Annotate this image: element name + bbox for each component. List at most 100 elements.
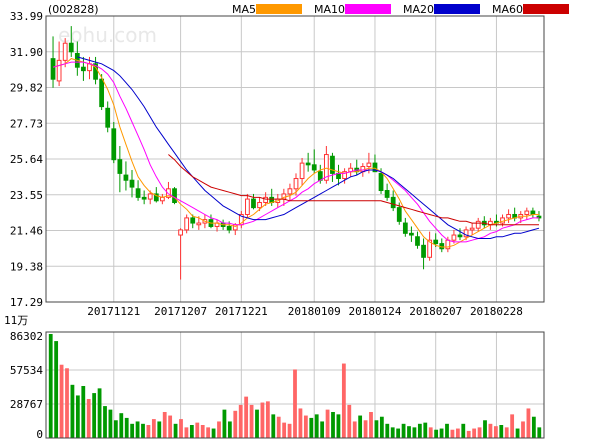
date-tick-label: 20180109 bbox=[288, 305, 341, 318]
candle-body bbox=[111, 128, 117, 161]
candle-body bbox=[251, 198, 256, 209]
price-tick-label: 29.82 bbox=[10, 82, 43, 95]
candle-body bbox=[433, 239, 439, 245]
volume-bar bbox=[92, 393, 97, 438]
volume-bar bbox=[124, 417, 129, 438]
volume-bar bbox=[493, 426, 498, 438]
legend-swatch bbox=[523, 4, 569, 14]
candle-body bbox=[506, 213, 511, 219]
volume-bar bbox=[445, 423, 449, 438]
volume-bar bbox=[135, 421, 140, 438]
candle-body bbox=[390, 196, 396, 209]
candle-body bbox=[226, 225, 232, 231]
volume-bar bbox=[227, 421, 232, 438]
volume-bar bbox=[108, 409, 113, 438]
candle-body bbox=[409, 232, 414, 236]
candle-body bbox=[305, 162, 311, 166]
volume-bar bbox=[401, 423, 406, 438]
price-tick-label: 25.64 bbox=[10, 153, 43, 166]
volume-unit: 11万 bbox=[4, 314, 28, 327]
legend-label: MA60 bbox=[492, 3, 523, 16]
volume-bar bbox=[521, 421, 525, 438]
candle-body bbox=[323, 154, 329, 181]
volume-tick-label: 0 bbox=[36, 428, 43, 440]
candle-body bbox=[524, 210, 530, 215]
volume-bar bbox=[119, 413, 124, 438]
candle-body bbox=[93, 63, 98, 80]
volume-bar bbox=[510, 414, 515, 438]
volume-bar bbox=[70, 384, 75, 438]
volume-bar bbox=[331, 411, 335, 438]
volume-bar bbox=[211, 428, 216, 438]
date-tick-label: 20180124 bbox=[348, 305, 401, 318]
volume-bar bbox=[412, 427, 417, 438]
volume-bar bbox=[222, 409, 227, 438]
legend-label: MA10 bbox=[314, 3, 345, 16]
volume-bar bbox=[146, 424, 151, 438]
price-tick-label: 33.99 bbox=[10, 10, 43, 23]
ma10-line bbox=[52, 61, 539, 243]
volume-bar bbox=[385, 423, 390, 438]
price-tick-label: 21.46 bbox=[10, 225, 43, 238]
candle-body bbox=[172, 188, 177, 203]
volume-bar bbox=[347, 404, 352, 438]
volume-bar bbox=[309, 417, 314, 438]
volume-bar bbox=[352, 421, 357, 438]
volume-axis: 86302 57534 28767 0 bbox=[10, 330, 43, 440]
volume-bar bbox=[206, 427, 211, 438]
volume-bar bbox=[374, 420, 379, 438]
volume-bar bbox=[417, 423, 422, 438]
volume-bar bbox=[336, 414, 341, 438]
volume-bar bbox=[48, 333, 53, 438]
volume-bar bbox=[341, 363, 346, 438]
candle-body bbox=[311, 164, 317, 171]
ma60-line bbox=[168, 154, 539, 226]
volume-panel-border bbox=[45, 331, 545, 439]
legend-swatch bbox=[256, 4, 302, 14]
candle-body bbox=[135, 188, 141, 198]
volume-bar bbox=[483, 420, 487, 438]
volume-bar bbox=[396, 428, 401, 438]
volume-bar bbox=[537, 427, 542, 438]
volume-bar bbox=[200, 424, 205, 438]
candle-body bbox=[293, 178, 299, 190]
volume-bar bbox=[282, 422, 287, 438]
candle-body bbox=[530, 210, 536, 215]
volume-bar bbox=[363, 420, 368, 438]
volume-bar bbox=[151, 419, 156, 438]
legend-label: MA5 bbox=[232, 3, 256, 16]
date-axis: 20171121 20171207 20171221 20180109 20180124… bbox=[87, 305, 523, 318]
candle-body bbox=[245, 198, 250, 215]
candle-body bbox=[166, 188, 171, 198]
volume-bar bbox=[162, 411, 167, 438]
candle-body bbox=[141, 196, 147, 200]
volume-bar bbox=[244, 396, 249, 438]
volume-bar bbox=[298, 408, 303, 438]
candle-body bbox=[330, 155, 335, 174]
candle-body bbox=[469, 227, 475, 231]
volume-bar bbox=[195, 422, 200, 438]
legend: MA5 MA10 MA20 MA60 bbox=[232, 3, 569, 16]
volume-bar bbox=[515, 428, 520, 438]
volume-bar bbox=[255, 409, 259, 438]
ma5-line bbox=[52, 58, 539, 248]
volume-bar bbox=[488, 423, 493, 438]
volume-tick-label: 57534 bbox=[10, 364, 43, 377]
volume-bar bbox=[81, 385, 86, 438]
candle-body bbox=[427, 239, 433, 258]
volume-bar bbox=[293, 369, 297, 438]
candle-body bbox=[147, 193, 153, 200]
volume-bar bbox=[54, 341, 59, 438]
candle-body bbox=[263, 196, 269, 203]
candle-body bbox=[257, 201, 262, 209]
volume-bar bbox=[265, 401, 270, 438]
price-tick-label: 17.29 bbox=[10, 296, 43, 309]
volume-bar bbox=[504, 427, 509, 438]
volume-tick-label: 28767 bbox=[10, 398, 43, 411]
volume-bar bbox=[86, 398, 91, 438]
volume-bar bbox=[217, 421, 221, 438]
price-tick-label: 23.55 bbox=[10, 189, 43, 202]
volume-bar bbox=[103, 406, 107, 438]
candle-body bbox=[196, 222, 202, 226]
volume-bar bbox=[407, 426, 411, 438]
